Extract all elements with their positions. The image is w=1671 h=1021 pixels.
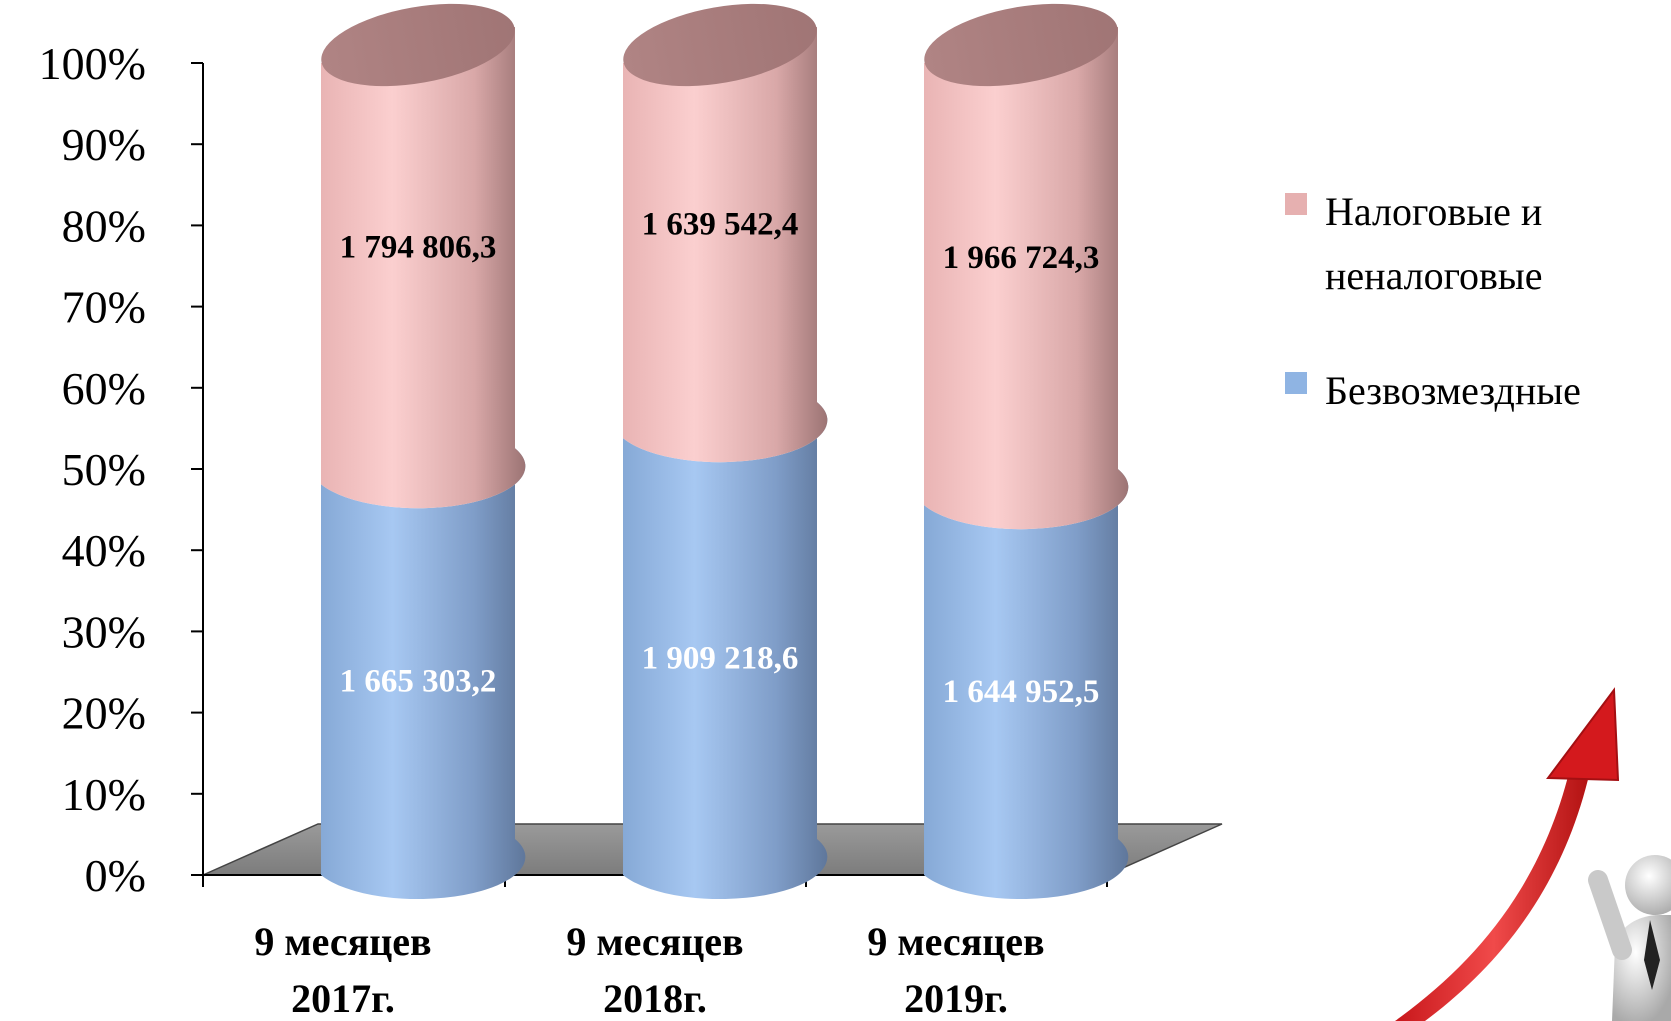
value-labels: 1 665 303,2 1 794 806,3 1 909 218,6 1 639 5…	[340, 207, 1100, 711]
category-label: 2017г.	[291, 976, 395, 1021]
bar-top-cap	[321, 3, 515, 87]
bar-caps	[321, 3, 1118, 87]
category-label: 9 месяцев	[867, 919, 1044, 964]
bar-segment-bezvozmezdnye	[623, 402, 828, 900]
y-tick-label: 70%	[62, 282, 146, 333]
bar-segment-bezvozmezdnye	[321, 448, 526, 900]
data-label: 1 644 952,5	[943, 674, 1100, 710]
category-label: 2018г.	[603, 976, 707, 1021]
y-tick-label: 20%	[62, 688, 146, 739]
data-label: 1 909 218,6	[642, 641, 799, 677]
bar-top-cap	[924, 3, 1118, 87]
data-label: 1 966 724,3	[943, 240, 1100, 276]
legend: Налоговые и неналоговые Безвозмездные	[1285, 189, 1581, 413]
bar-segment-nalogovye	[321, 27, 526, 509]
bar-segment-nalogovye	[623, 27, 828, 463]
bar-segment-bezvozmezdnye	[924, 469, 1129, 900]
bar-segment-nalogovye	[924, 27, 1129, 530]
category-label: 2019г.	[904, 976, 1008, 1021]
y-axis-ticks: 0% 10% 20% 30% 40% 50% 60% 70% 80% 90% 100%	[39, 38, 203, 901]
bar-top-cap	[623, 3, 817, 87]
y-tick-label: 90%	[62, 119, 146, 170]
legend-label: неналоговые	[1325, 253, 1543, 298]
legend-swatch	[1285, 193, 1307, 215]
category-label: 9 месяцев	[254, 919, 431, 964]
y-tick-label: 60%	[62, 363, 146, 414]
data-label: 1 794 806,3	[340, 230, 497, 266]
y-tick-label: 40%	[62, 525, 146, 576]
legend-label: Безвозмездные	[1325, 368, 1581, 413]
legend-label: Налоговые и	[1325, 189, 1542, 234]
y-tick-label: 100%	[39, 38, 146, 89]
person-with-red-arrow-icon	[1358, 687, 1671, 1021]
y-tick-label: 0%	[85, 850, 146, 901]
bar-series	[321, 27, 1129, 900]
y-tick-label: 30%	[62, 606, 146, 657]
legend-swatch	[1285, 372, 1307, 394]
category-labels: 9 месяцев 2017г. 9 месяцев 2018г. 9 месяцев 2…	[254, 919, 1044, 1021]
data-label: 1 639 542,4	[642, 207, 799, 243]
y-tick-label: 50%	[62, 444, 146, 495]
category-label: 9 месяцев	[566, 919, 743, 964]
data-label: 1 665 303,2	[340, 664, 497, 700]
y-tick-label: 80%	[62, 200, 146, 251]
y-tick-label: 10%	[62, 769, 146, 820]
